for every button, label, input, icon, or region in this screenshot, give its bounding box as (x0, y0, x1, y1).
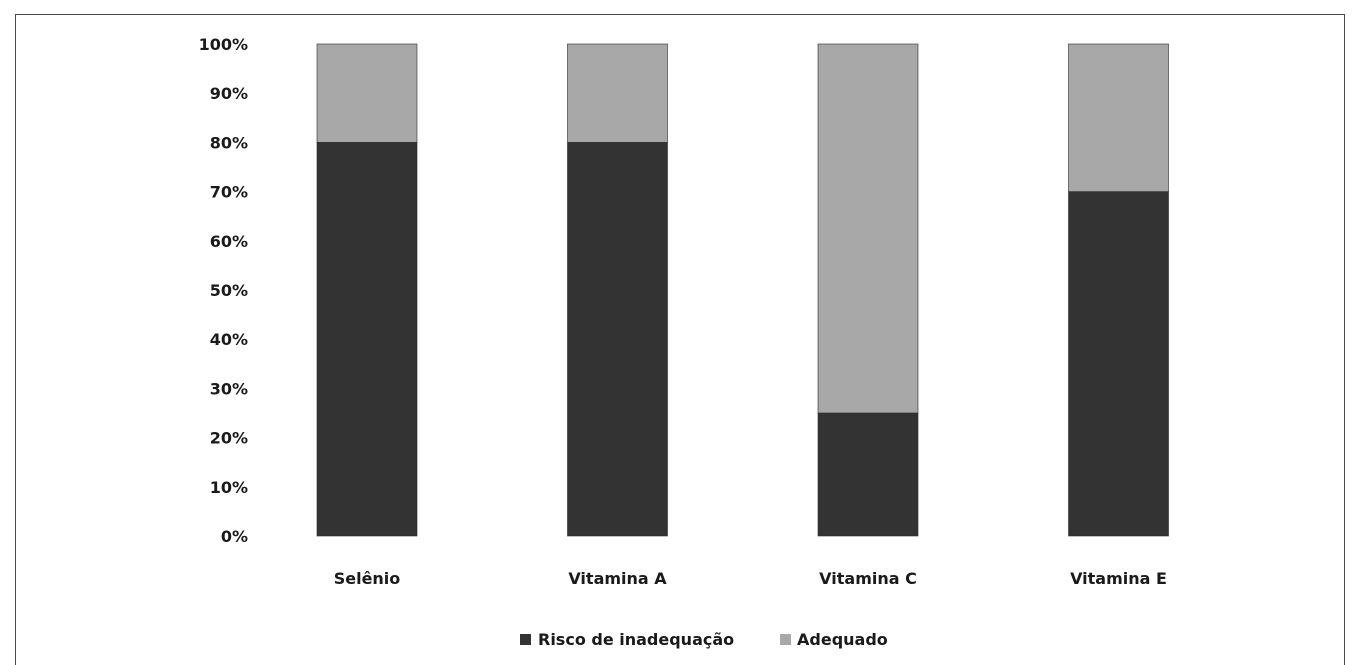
category-label: Vitamina E (1070, 569, 1167, 588)
bar-segment-risco (567, 142, 668, 537)
y-tick-label: 100% (199, 35, 248, 54)
bar-segment-risco (316, 142, 418, 537)
y-tick-label: 90% (210, 84, 248, 103)
y-axis-ticks: 0% 10% 20% 30% 40% 50% 60% 70% 80% 90% 100% (199, 35, 248, 546)
category-labels: Selênio Vitamina A Vitamina C Vitamina E (334, 569, 1167, 588)
legend: Risco de inadequação Adequado (520, 630, 888, 649)
y-tick-label: 40% (210, 330, 248, 349)
bar-segment-adequado (567, 43, 668, 143)
legend-label: Risco de inadequação (538, 630, 734, 649)
bar-segment-adequado (1068, 43, 1169, 192)
y-tick-label: 10% (210, 478, 248, 497)
legend-label: Adequado (797, 630, 888, 649)
bar-segment-risco (817, 412, 919, 537)
y-tick-label: 80% (210, 133, 248, 152)
legend-swatch (520, 634, 531, 645)
bars (316, 43, 1169, 537)
bar-segment-adequado (316, 43, 418, 143)
bar-segment-risco (1068, 191, 1169, 537)
y-tick-label: 20% (210, 429, 248, 448)
y-tick-label: 0% (221, 527, 248, 546)
category-label: Vitamina A (568, 569, 667, 588)
category-label: Selênio (334, 569, 401, 588)
y-tick-label: 30% (210, 379, 248, 398)
legend-swatch (780, 634, 791, 645)
bar-segment-adequado (817, 43, 919, 414)
y-tick-label: 50% (210, 281, 248, 300)
category-label: Vitamina C (819, 569, 917, 588)
chart-frame (15, 14, 1345, 665)
y-tick-label: 60% (210, 232, 248, 251)
y-tick-label: 70% (210, 183, 248, 202)
